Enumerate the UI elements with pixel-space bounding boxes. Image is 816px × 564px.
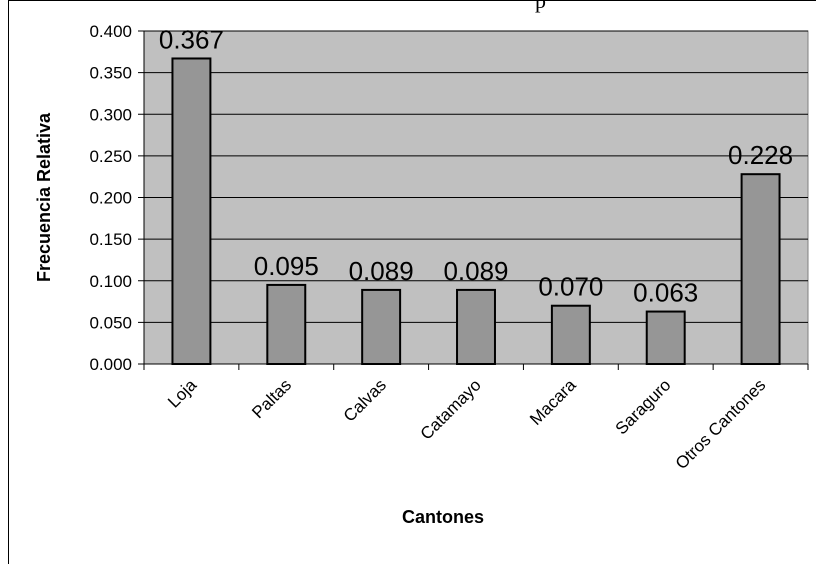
y-tick-label: 0.300 bbox=[89, 105, 132, 124]
y-tick-label: 0.150 bbox=[89, 230, 132, 249]
bar-saraguro bbox=[645, 310, 686, 365]
y-tick-label: 0.250 bbox=[89, 147, 132, 166]
bar-otros-cantones bbox=[740, 173, 781, 365]
data-label: 0.367 bbox=[159, 24, 224, 54]
data-labels: 0.367 0.095 0.089 0.089 0.070 0.063 0.228 bbox=[159, 24, 793, 307]
x-tick-label: Paltas bbox=[248, 375, 295, 422]
x-tick-label: Calvas bbox=[340, 375, 390, 425]
chart-title-fragment: p bbox=[535, 0, 546, 13]
x-tick-label: Loja bbox=[164, 375, 201, 412]
y-tick-label: 0.100 bbox=[89, 272, 132, 291]
data-label: 0.070 bbox=[538, 272, 603, 302]
data-label: 0.089 bbox=[443, 256, 508, 286]
data-label: 0.063 bbox=[633, 278, 698, 308]
x-tick-label: Macara bbox=[526, 375, 580, 429]
bar-calvas bbox=[361, 288, 402, 365]
bar-loja bbox=[171, 57, 212, 365]
axes bbox=[138, 30, 809, 370]
y-tick-label: 0.400 bbox=[89, 22, 132, 41]
bar-macara bbox=[550, 304, 591, 366]
data-label: 0.089 bbox=[349, 256, 414, 286]
gridlines bbox=[144, 30, 808, 323]
y-tick-label: 0.350 bbox=[89, 64, 132, 83]
y-tick-label: 0.200 bbox=[89, 189, 132, 208]
x-tick-label: Saraguro bbox=[612, 375, 675, 438]
data-label: 0.095 bbox=[254, 251, 319, 281]
x-tick-label: Catamayo bbox=[417, 375, 485, 443]
data-label: 0.228 bbox=[728, 140, 793, 170]
bars bbox=[171, 57, 781, 366]
x-axis-title: Cantones bbox=[402, 507, 484, 527]
x-tick-labels: Loja Paltas Calvas Catamayo Macara SaraguroOt… bbox=[164, 375, 769, 473]
y-axis-title: Frecuencia Relativa bbox=[34, 112, 54, 282]
y-tick-label: 0.050 bbox=[89, 313, 132, 332]
y-tick-label: 0.000 bbox=[89, 355, 132, 374]
bar-catamayo bbox=[456, 288, 496, 365]
bar-paltas bbox=[266, 283, 307, 366]
x-tick-label: Otros Cantones bbox=[672, 375, 770, 473]
chart-frame bbox=[8, 0, 816, 564]
y-tick-labels: 0.000 0.050 0.100 0.150 0.200 0.250 0.300 0.350… bbox=[89, 22, 132, 374]
